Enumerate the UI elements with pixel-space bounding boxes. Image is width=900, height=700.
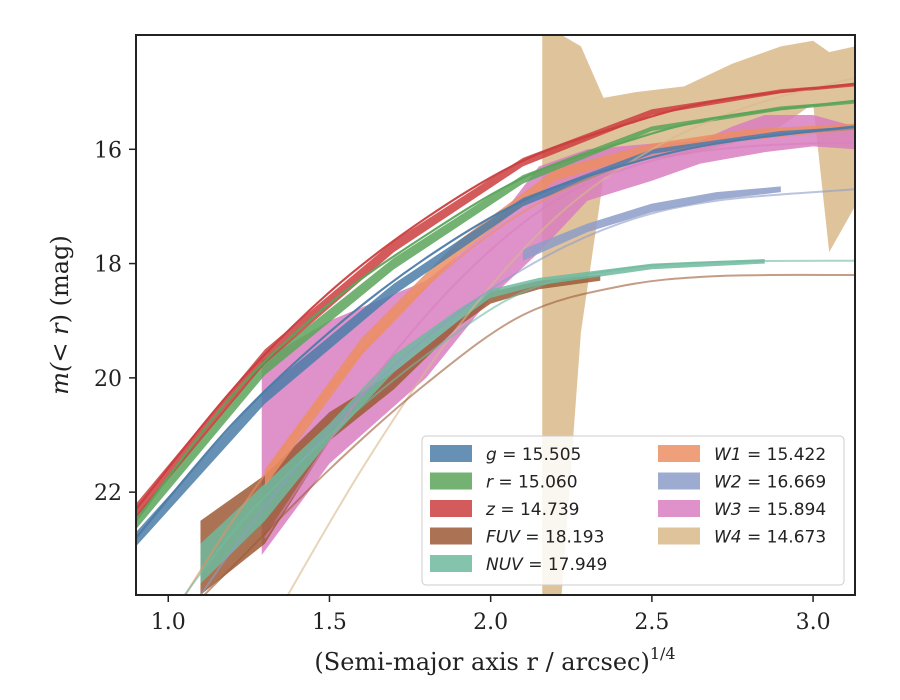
legend-label-nuv: NUV = 17.949: [486, 555, 607, 575]
legend-label-w1: W1 = 15.422: [714, 445, 826, 465]
legend-label-g: g = 15.505: [486, 445, 581, 465]
legend-swatch-w3: [658, 500, 700, 517]
y-tick-label: 18: [94, 253, 122, 278]
model-curve-w3: [264, 141, 855, 539]
legend-swatch-w1: [658, 445, 700, 462]
x-axis-title-main: (Semi-major axis r / arcsec): [314, 648, 649, 676]
y-axis-title-post: ) (mag): [46, 235, 74, 323]
model-curve-r: [136, 99, 855, 522]
legend-label-w4: W4 = 14.673: [714, 528, 826, 548]
legend-label-r: r = 15.060: [486, 473, 578, 493]
y-tick-label: 20: [94, 367, 122, 392]
legend-swatch-r: [430, 472, 472, 490]
y-tick-label: 22: [94, 481, 122, 506]
legend-swatch-w2: [658, 472, 700, 490]
plot-frame: [135, 34, 856, 596]
legend-swatch-fuv: [430, 527, 472, 545]
x-axis-title: (Semi-major axis r / arcsec)1/4: [314, 644, 675, 676]
x-tick-label: 2.0: [473, 610, 508, 635]
legend-label-fuv: FUV = 18.193: [486, 528, 604, 548]
band-fuv: [200, 275, 601, 595]
model-curve-w4: [286, 76, 855, 595]
legend-swatch-w4: [658, 527, 700, 545]
y-tick-label: 16: [94, 138, 122, 163]
x-axis-title-exponent: 1/4: [650, 644, 676, 663]
y-axis-title-var: < r: [46, 322, 74, 363]
legend-swatch-nuv: [430, 555, 472, 572]
x-axis-ticks: 1.0 1.5 2.0 2.5 3.0: [151, 595, 831, 635]
model-curve-nuv: [183, 259, 855, 595]
band-w2: [522, 186, 781, 261]
model-curves: [136, 76, 855, 595]
x-tick-label: 1.0: [151, 610, 186, 635]
model-curve-g: [136, 125, 855, 539]
y-axis-title: m(< r) (mag): [46, 235, 74, 395]
legend-frame: [421, 435, 845, 586]
model-curve-w2: [199, 188, 855, 595]
model-curve-fuv: [202, 273, 855, 595]
legend-label-z: z = 14.739: [485, 500, 579, 520]
legend-label-w2: W2 = 16.669: [714, 473, 826, 493]
legend-label-w3: W3 = 15.894: [714, 500, 826, 520]
legend: g = 15.505 r = 15.060 z = 14.739 FUV = 18.1…: [421, 435, 845, 586]
x-tick-label: 2.5: [634, 610, 669, 635]
x-tick-label: 1.5: [312, 610, 347, 635]
y-axis-title-pre: m(: [46, 362, 74, 395]
model-curve-z: [136, 82, 855, 510]
legend-swatch-z: [430, 500, 472, 517]
y-axis-ticks: 16 18 20 22: [94, 138, 136, 506]
x-tick-label: 3.0: [796, 610, 831, 635]
legend-swatch-g: [430, 445, 472, 462]
